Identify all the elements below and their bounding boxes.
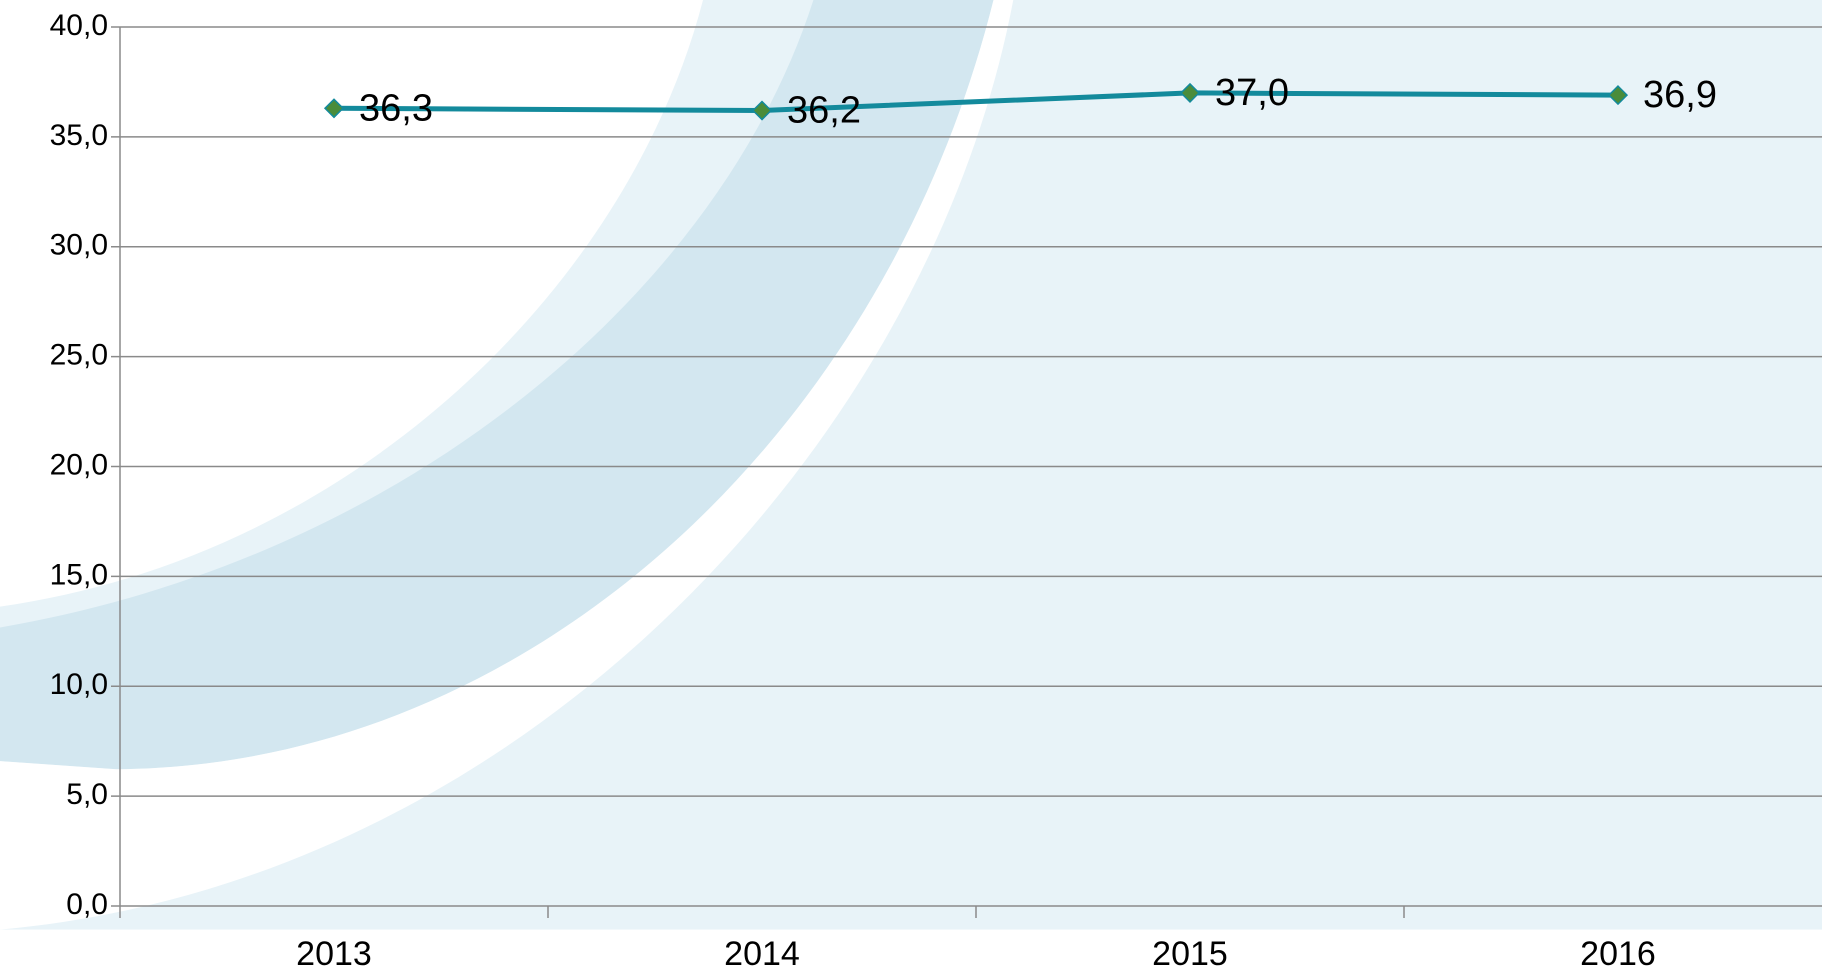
data-label: 36,9 — [1643, 74, 1717, 116]
marker — [1179, 82, 1201, 103]
x-tick-label: 2015 — [1152, 935, 1228, 973]
marker — [751, 100, 773, 121]
y-tick-label: 10,0 — [50, 668, 108, 701]
y-tick-label: 40,0 — [50, 9, 108, 42]
data-label: 36,3 — [359, 87, 433, 129]
marker — [323, 98, 345, 119]
y-tick-label: 30,0 — [50, 229, 108, 262]
white-swoosh — [0, 0, 1014, 930]
data-label: 37,0 — [1215, 72, 1289, 114]
y-tick-label: 15,0 — [50, 558, 108, 591]
series-line — [333, 90, 1619, 114]
bottom-strip — [0, 929, 1822, 975]
x-tick-label: 2013 — [296, 935, 372, 973]
x-tick-label: 2016 — [1580, 935, 1656, 973]
x-tick-label: 2014 — [724, 935, 800, 973]
y-tick-label: 25,0 — [50, 339, 108, 372]
y-tick-label: 35,0 — [50, 119, 108, 152]
data-label: 36,2 — [787, 90, 861, 132]
white-area — [0, 0, 704, 607]
y-tick-label: 5,0 — [66, 778, 108, 811]
marker — [1607, 85, 1629, 106]
y-tick-label: 0,0 — [66, 888, 108, 921]
y-tick-label: 20,0 — [50, 448, 108, 481]
